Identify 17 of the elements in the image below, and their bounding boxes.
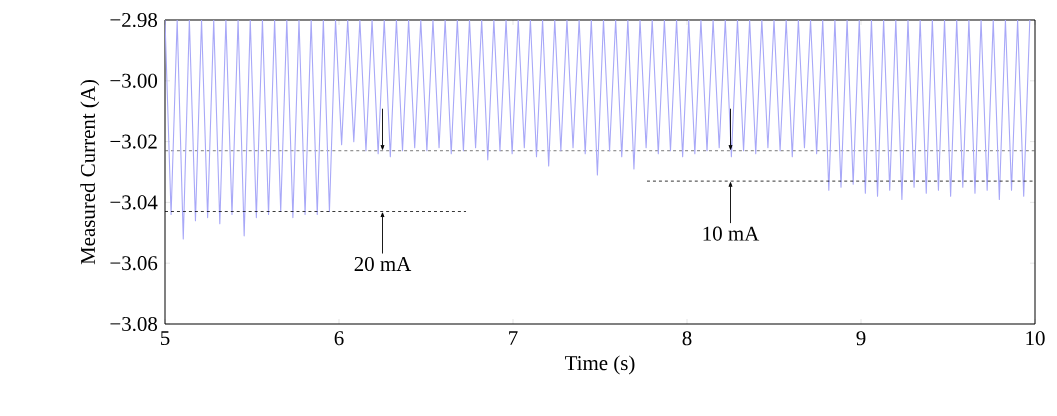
annotation: 10 mA: [703, 226, 760, 241]
x-tick-label: 8: [682, 331, 692, 346]
x-tick-label: 7: [509, 331, 518, 345]
x-tick-label: 6: [334, 331, 344, 346]
y-tick-label: −3.02: [110, 134, 157, 149]
y-tick-label: −3.06: [110, 256, 158, 271]
y-tick-label: −3.00: [110, 73, 158, 88]
x-axis-title: Time (s): [565, 355, 635, 375]
y-axis-title: Measured Current (A): [80, 79, 100, 265]
x-tick-label: 10: [1026, 331, 1045, 346]
y-tick-label: −3.04: [110, 195, 158, 210]
y-tick-label: −3.08: [110, 316, 158, 332]
y-tick-label: −2.98: [110, 12, 158, 28]
x-tick-label: 9: [856, 331, 866, 346]
x-tick-label: 5: [160, 331, 170, 346]
annotation: 20 mA: [354, 256, 412, 272]
line-series: [165, 20, 1031, 240]
